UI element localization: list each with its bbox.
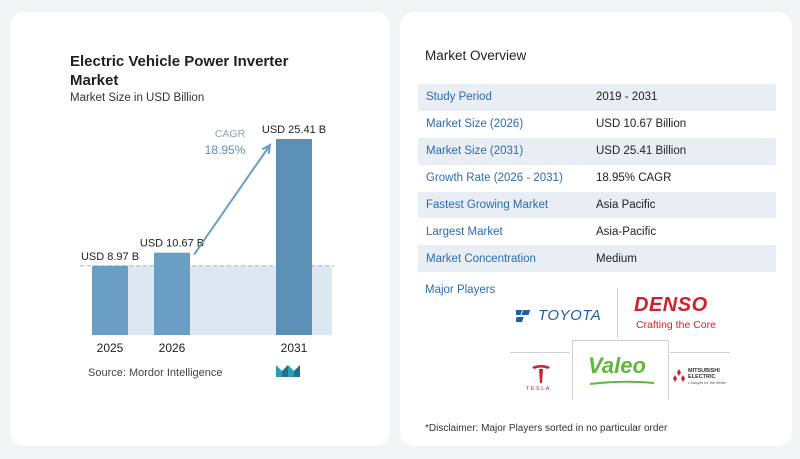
row-value: Asia Pacific bbox=[588, 191, 776, 219]
bar bbox=[92, 265, 128, 335]
player-logos: TOYOTA DENSO Crafting the Core TESLA Val… bbox=[510, 288, 730, 400]
row-value: Medium bbox=[588, 245, 776, 273]
tesla-logo: TESLA bbox=[524, 364, 558, 398]
denso-tagline: Crafting the Core bbox=[636, 319, 716, 331]
mitsubishi-wordmark-1: MITSUBISHI bbox=[688, 368, 720, 374]
toyota-wordmark: TOYOTA bbox=[538, 307, 602, 324]
row-value: 2019 - 2031 bbox=[588, 84, 776, 111]
chart-title: Electric Vehicle Power Inverter Market bbox=[70, 53, 289, 89]
row-value: 18.95% CAGR bbox=[588, 164, 776, 192]
table-row: Fastest Growing Market Asia Pacific bbox=[418, 191, 776, 219]
cagr-arrow-head bbox=[261, 143, 272, 155]
row-key: Growth Rate (2026 - 2031) bbox=[418, 164, 588, 192]
tesla-wordmark: TESLA bbox=[526, 386, 551, 392]
denso-logo: DENSO Crafting the Core bbox=[634, 294, 730, 334]
table-row: Study Period 2019 - 2031 bbox=[418, 84, 776, 111]
row-key: Market Size (2031) bbox=[418, 137, 588, 165]
table-row: Growth Rate (2026 - 2031) 18.95% CAGR bbox=[418, 164, 776, 192]
data-label: USD 25.41 B bbox=[262, 124, 326, 136]
bar bbox=[154, 252, 190, 335]
cagr-arrow bbox=[193, 144, 271, 256]
row-key: Market Concentration bbox=[418, 245, 588, 273]
row-key: Market Size (2026) bbox=[418, 110, 588, 138]
row-key: Fastest Growing Market bbox=[418, 191, 588, 219]
mitsubishi-diamonds-icon bbox=[673, 369, 685, 382]
tesla-t-icon bbox=[532, 365, 550, 383]
mitsubishi-wordmark-2: ELECTRIC bbox=[688, 374, 716, 380]
table-row: Largest Market Asia-Pacific bbox=[418, 218, 776, 246]
cagr-value: 18.95% bbox=[205, 143, 246, 157]
chart-subtitle: Market Size in USD Billion bbox=[70, 92, 205, 104]
bar-chart: USD 8.97 B 2025 USD 10.67 B 2026 USD 25.41 B… bbox=[80, 124, 334, 355]
valeo-swoosh-icon bbox=[590, 380, 654, 385]
tick-label: 2026 bbox=[159, 341, 186, 355]
mordor-logo-icon bbox=[276, 365, 300, 377]
bar bbox=[276, 139, 312, 335]
overview-table: Study Period 2019 - 2031 Market Size (202… bbox=[418, 84, 776, 273]
row-value: Asia-Pacific bbox=[588, 218, 776, 246]
table-row: Market Size (2031) USD 25.41 Billion bbox=[418, 137, 776, 165]
data-label: USD 10.67 B bbox=[140, 238, 204, 250]
table-row: Market Size (2026) USD 10.67 Billion bbox=[418, 110, 776, 138]
row-key: Study Period bbox=[418, 84, 588, 111]
toyota-mark-icon bbox=[516, 310, 531, 322]
row-value: USD 10.67 Billion bbox=[588, 110, 776, 138]
mitsubishi-tagline: Changes for the Better bbox=[688, 381, 727, 385]
cagr-label: CAGR bbox=[215, 128, 246, 140]
data-label: USD 8.97 B bbox=[81, 251, 139, 263]
mitsubishi-electric-logo: MITSUBISHI ELECTRIC Changes for the Bett… bbox=[672, 368, 730, 398]
row-value: USD 25.41 Billion bbox=[588, 137, 776, 165]
valeo-logo: Valeo bbox=[580, 350, 666, 385]
tick-label: 2031 bbox=[281, 341, 308, 355]
denso-wordmark: DENSO bbox=[634, 294, 708, 316]
disclaimer: *Disclaimer: Major Players sorted in no … bbox=[425, 423, 668, 434]
overview-title: Market Overview bbox=[425, 48, 527, 63]
table-row: Market Concentration Medium bbox=[418, 245, 776, 273]
toyota-logo: TOYOTA bbox=[516, 304, 612, 328]
tick-label: 2025 bbox=[97, 341, 124, 355]
major-players-title: Major Players bbox=[425, 284, 496, 296]
chart-card bbox=[10, 12, 390, 446]
row-key: Largest Market bbox=[418, 218, 588, 246]
valeo-wordmark: Valeo bbox=[588, 353, 646, 378]
source-note: Source: Mordor Intelligence bbox=[88, 367, 223, 379]
